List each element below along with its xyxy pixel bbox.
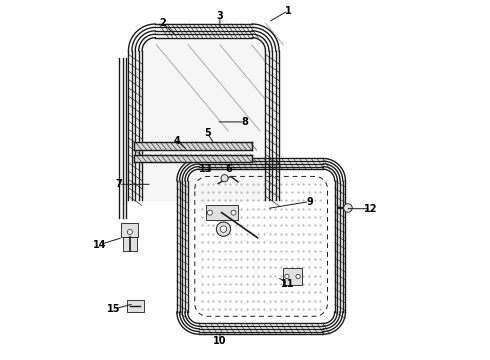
- Text: 6: 6: [225, 164, 232, 174]
- Bar: [123, 237, 137, 251]
- Text: 12: 12: [364, 204, 377, 214]
- Text: 4: 4: [173, 136, 180, 145]
- Bar: [283, 268, 302, 285]
- Bar: [205, 205, 238, 220]
- Text: 5: 5: [204, 129, 211, 138]
- Bar: [122, 223, 139, 237]
- Circle shape: [220, 226, 227, 232]
- Text: 9: 9: [306, 197, 313, 207]
- Circle shape: [207, 210, 212, 215]
- Circle shape: [127, 229, 132, 234]
- Text: 15: 15: [107, 304, 121, 314]
- Text: 13: 13: [199, 163, 212, 174]
- Circle shape: [285, 274, 289, 279]
- Text: 2: 2: [159, 18, 166, 28]
- Text: 10: 10: [213, 336, 227, 346]
- Text: 3: 3: [217, 11, 223, 21]
- Bar: [126, 300, 144, 312]
- Polygon shape: [142, 38, 266, 200]
- Circle shape: [216, 222, 231, 236]
- Text: 11: 11: [281, 279, 295, 289]
- Circle shape: [296, 274, 300, 279]
- Circle shape: [221, 175, 228, 182]
- Circle shape: [231, 210, 236, 215]
- Text: 14: 14: [93, 239, 106, 249]
- Text: 8: 8: [242, 117, 248, 127]
- Text: 7: 7: [115, 179, 122, 189]
- Text: 1: 1: [285, 6, 292, 16]
- Circle shape: [343, 204, 352, 212]
